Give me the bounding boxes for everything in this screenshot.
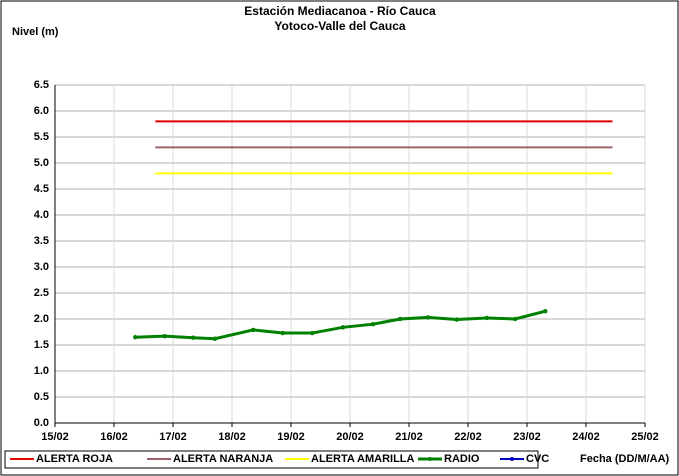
x-tick-label: 20/02 bbox=[336, 431, 364, 443]
y-axis-label: Nivel (m) bbox=[12, 26, 59, 38]
x-tick-label: 24/02 bbox=[572, 431, 600, 443]
data-point bbox=[370, 322, 376, 327]
x-tick-label: 19/02 bbox=[277, 431, 305, 443]
data-point bbox=[397, 316, 403, 322]
x-axis-label: Fecha (DD/M/AA) bbox=[580, 453, 670, 465]
data-point bbox=[543, 309, 548, 314]
y-tick-label: 1.0 bbox=[34, 365, 49, 377]
legend-label: RADIO bbox=[444, 453, 480, 465]
data-point bbox=[425, 315, 431, 320]
y-tick-label: 0.5 bbox=[34, 391, 49, 403]
chart-title: Estación Mediacanoa - Río Cauca bbox=[244, 4, 436, 18]
legend-marker bbox=[510, 457, 514, 461]
data-point bbox=[212, 336, 218, 341]
data-point bbox=[310, 330, 315, 336]
x-tick-label: 25/02 bbox=[631, 431, 659, 443]
y-tick-label: 6.5 bbox=[34, 79, 49, 91]
x-tick-label: 22/02 bbox=[454, 431, 482, 443]
y-tick-label: 6.0 bbox=[34, 105, 49, 117]
legend-label: ALERTA ROJA bbox=[36, 453, 113, 465]
data-point bbox=[251, 327, 256, 333]
y-tick-label: 1.5 bbox=[34, 339, 49, 351]
data-point bbox=[280, 330, 285, 336]
x-tick-label: 15/02 bbox=[41, 431, 69, 443]
x-tick-label: 17/02 bbox=[159, 431, 187, 443]
legend-box bbox=[4, 450, 539, 469]
y-tick-label: 4.0 bbox=[34, 209, 49, 221]
data-point bbox=[454, 317, 459, 322]
x-tick-label: 21/02 bbox=[395, 431, 423, 443]
legend-label: CVC bbox=[526, 453, 549, 465]
data-point bbox=[513, 316, 518, 322]
data-point bbox=[162, 333, 167, 339]
y-tick-label: 3.5 bbox=[34, 235, 49, 247]
y-tick-label: 3.0 bbox=[34, 261, 49, 273]
x-tick-label: 23/02 bbox=[513, 431, 541, 443]
legend-label: ALERTA NARANJA bbox=[173, 453, 273, 465]
y-tick-label: 5.5 bbox=[34, 131, 49, 143]
y-tick-label: 2.5 bbox=[34, 287, 49, 299]
x-tick-label: 16/02 bbox=[100, 431, 128, 443]
data-point bbox=[190, 335, 196, 340]
legend-marker bbox=[428, 457, 432, 461]
legend-label: ALERTA AMARILLA bbox=[311, 453, 415, 465]
data-point bbox=[484, 315, 490, 321]
data-point bbox=[340, 325, 346, 330]
data-point bbox=[133, 335, 138, 340]
y-tick-label: 5.0 bbox=[34, 157, 49, 169]
y-tick-label: 0.0 bbox=[34, 417, 49, 429]
y-tick-label: 2.0 bbox=[34, 313, 49, 325]
y-tick-label: 4.5 bbox=[34, 183, 49, 195]
chart-subtitle: Yotoco-Valle del Cauca bbox=[274, 19, 405, 33]
x-tick-label: 18/02 bbox=[218, 431, 246, 443]
